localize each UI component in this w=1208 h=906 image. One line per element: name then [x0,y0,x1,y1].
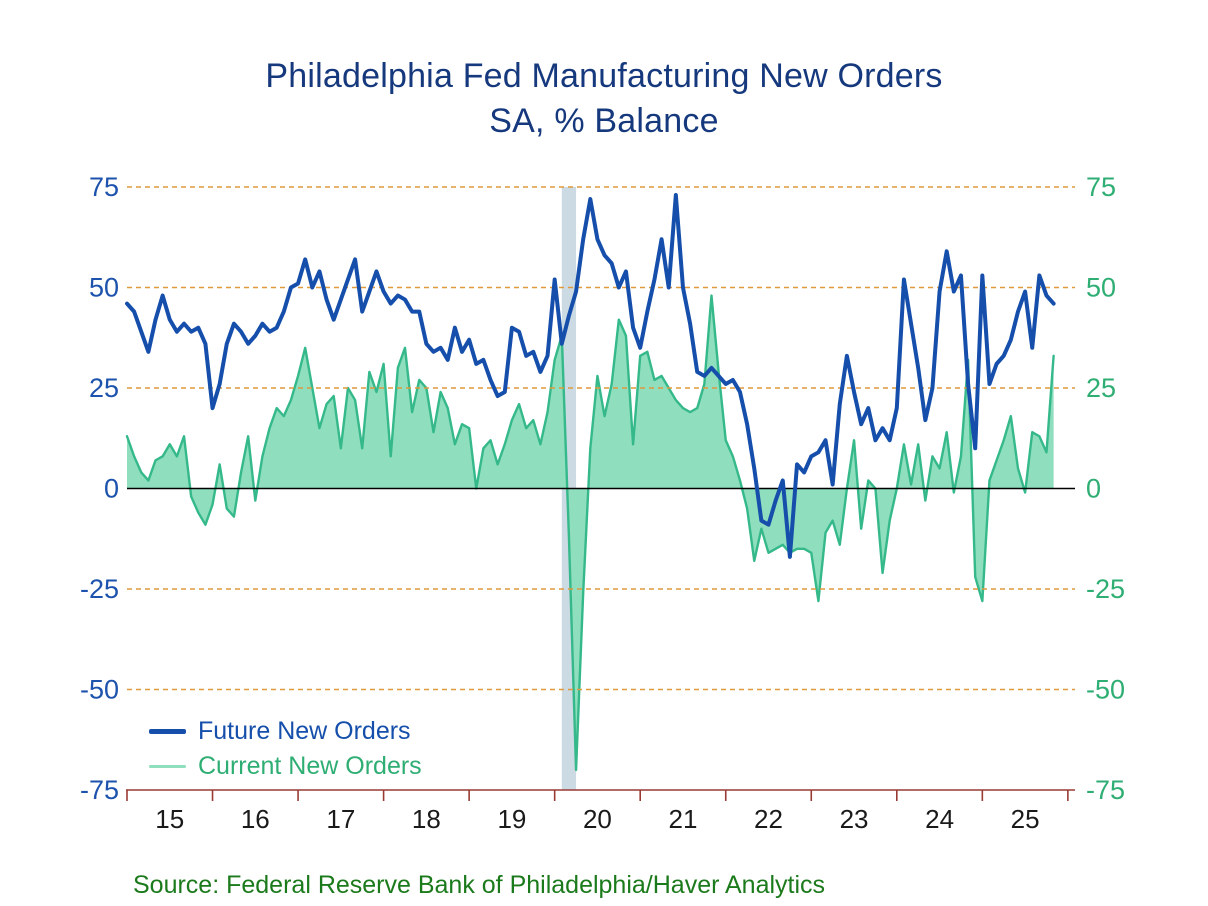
y-axis-left-label-75: 75 [89,172,119,202]
legend-label-future-new-orders: Future New Orders [198,717,411,745]
source-attribution: Source: Federal Reserve Bank of Philadel… [133,871,826,899]
future-new-orders-line [125,193,1056,559]
y-axis-right-label--75: -75 [1086,775,1125,805]
x-axis-year-label-20: 20 [583,804,612,834]
legend-row-current: Current New Orders [149,749,422,784]
chart-title-line1: Philadelphia Fed Manufacturing New Order… [265,57,943,95]
x-axis-year-label-18: 18 [412,804,441,834]
chart-title-line2: SA, % Balance [489,102,719,140]
y-axis-right-label-75: 75 [1086,172,1116,202]
y-axis-left-label-50: 50 [89,273,119,303]
y-axis-left-label--25: -25 [80,574,119,604]
current-new-orders-area [127,295,1054,770]
y-axis-right-label--25: -25 [1086,574,1125,604]
x-axis-year-label-17: 17 [326,804,355,834]
chart-title: Philadelphia Fed Manufacturing New Order… [0,54,1208,144]
chart-legend: Future New Orders Current New Orders [149,714,422,784]
x-axis-year-label-19: 19 [497,804,526,834]
x-axis-year-label-24: 24 [925,804,954,834]
x-axis-year-label-25: 25 [1011,804,1040,834]
legend-row-future: Future New Orders [149,714,422,749]
x-axis-year-label-23: 23 [840,804,869,834]
y-axis-right-label--50: -50 [1086,675,1125,705]
current-new-orders-line [125,294,1055,772]
y-axis-right-label-50: 50 [1086,273,1116,303]
x-axis-year-label-22: 22 [754,804,783,834]
y-axis-left-label--75: -75 [80,775,119,805]
y-axis-right-label-0: 0 [1086,474,1101,504]
x-axis-year-label-16: 16 [241,804,270,834]
future-new-orders-line-swatch [149,729,186,734]
legend-label-current-new-orders: Current New Orders [198,752,422,780]
y-axis-left-label--50: -50 [80,675,119,705]
x-axis-year-label-15: 15 [155,804,184,834]
y-axis-left-label-25: 25 [89,373,119,403]
y-axis-left-label-0: 0 [104,474,119,504]
current-new-orders-line-swatch [149,765,186,768]
x-axis-year-label-21: 21 [669,804,698,834]
y-axis-right-label-25: 25 [1086,373,1116,403]
